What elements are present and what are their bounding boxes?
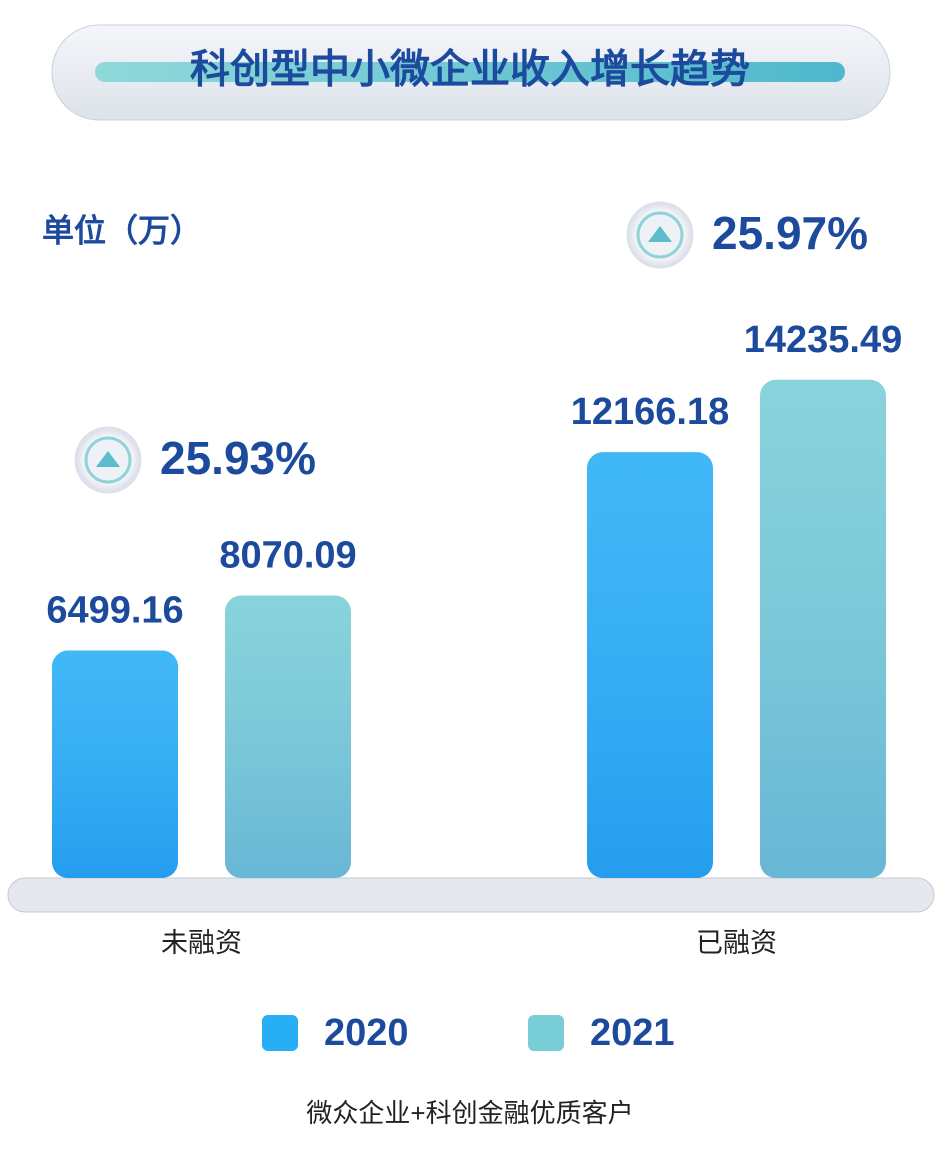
- x-tick-label: 未融资: [161, 928, 242, 958]
- baseline-platform: [7, 877, 935, 913]
- growth-annotation: 25.97%: [712, 207, 868, 259]
- bar-shade: [587, 452, 713, 878]
- bar-shade: [52, 650, 178, 878]
- legend-swatch: [528, 1015, 564, 1051]
- value-label: 6499.16: [46, 590, 183, 632]
- bar-shade: [760, 379, 886, 878]
- title-stripe: [95, 62, 845, 82]
- value-label: 8070.09: [219, 535, 356, 577]
- value-label: 12166.18: [571, 391, 730, 433]
- x-tick-label: 已融资: [696, 928, 777, 958]
- growth-annotation: 25.93%: [160, 432, 316, 484]
- legend-label: 2020: [324, 1012, 409, 1054]
- source: 微众企业+科创金融优质客户: [306, 1098, 633, 1128]
- unit-label: 单位（万）: [42, 212, 202, 248]
- growth-arrow: [96, 451, 120, 467]
- legend-label: 2021: [590, 1012, 675, 1054]
- legend-swatch: [262, 1015, 298, 1051]
- growth-arrow: [648, 226, 672, 242]
- value-label: 14235.49: [744, 319, 903, 361]
- chart-title: 科创型中小微企业收入增长趋势: [190, 47, 750, 92]
- bar-shade: [225, 595, 351, 878]
